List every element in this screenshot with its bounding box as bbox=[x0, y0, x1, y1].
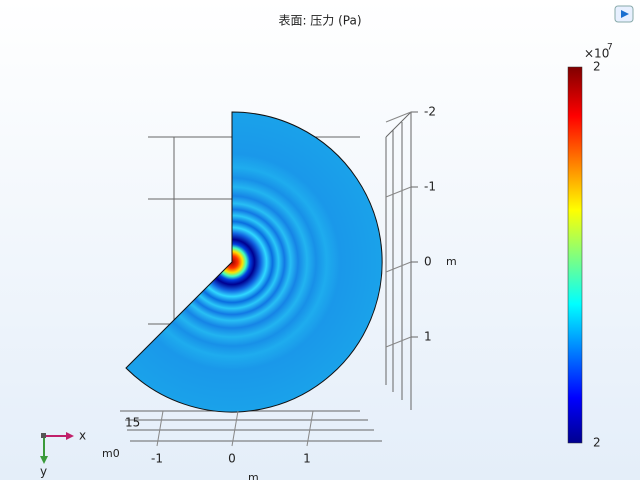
triad-x-label: x bbox=[79, 429, 86, 443]
z-label: m0 bbox=[102, 447, 120, 460]
colorbar-tick-label: 2 bbox=[593, 436, 601, 450]
y-axis-unit: m bbox=[446, 255, 457, 268]
grid-line bbox=[156, 410, 164, 447]
z-label: 15 bbox=[125, 416, 140, 430]
grid-line bbox=[385, 111, 412, 123]
view-icon-glyph bbox=[621, 10, 629, 18]
colorbar-exponent: 7 bbox=[607, 43, 613, 53]
colorbar-exponent-base: ×10 bbox=[584, 47, 609, 61]
colorbar-tick-label: 2 bbox=[593, 60, 601, 74]
x-tick-label: -1 bbox=[151, 452, 163, 466]
y-tick-label: 1 bbox=[424, 330, 432, 344]
x-axis-unit: m bbox=[248, 471, 259, 480]
x-tick-label: 1 bbox=[303, 452, 311, 466]
chart-title: 表面: 压力 (Pa) bbox=[278, 14, 361, 28]
triad-origin bbox=[41, 433, 46, 438]
grid-line bbox=[231, 410, 239, 447]
grid-line bbox=[385, 336, 412, 348]
grid-line bbox=[385, 261, 412, 273]
grid-line bbox=[306, 410, 314, 447]
surface bbox=[125, 111, 383, 413]
triad-x-head bbox=[66, 432, 74, 440]
triad-y-label: y bbox=[40, 465, 47, 479]
triad-y-head bbox=[40, 456, 48, 464]
y-tick-label: -1 bbox=[424, 180, 436, 194]
colorbar bbox=[567, 66, 583, 444]
y-tick-label: 0 bbox=[424, 255, 432, 269]
x-tick-label: 0 bbox=[228, 452, 236, 466]
grid-line bbox=[385, 186, 412, 198]
y-tick-label: -2 bbox=[424, 105, 436, 119]
